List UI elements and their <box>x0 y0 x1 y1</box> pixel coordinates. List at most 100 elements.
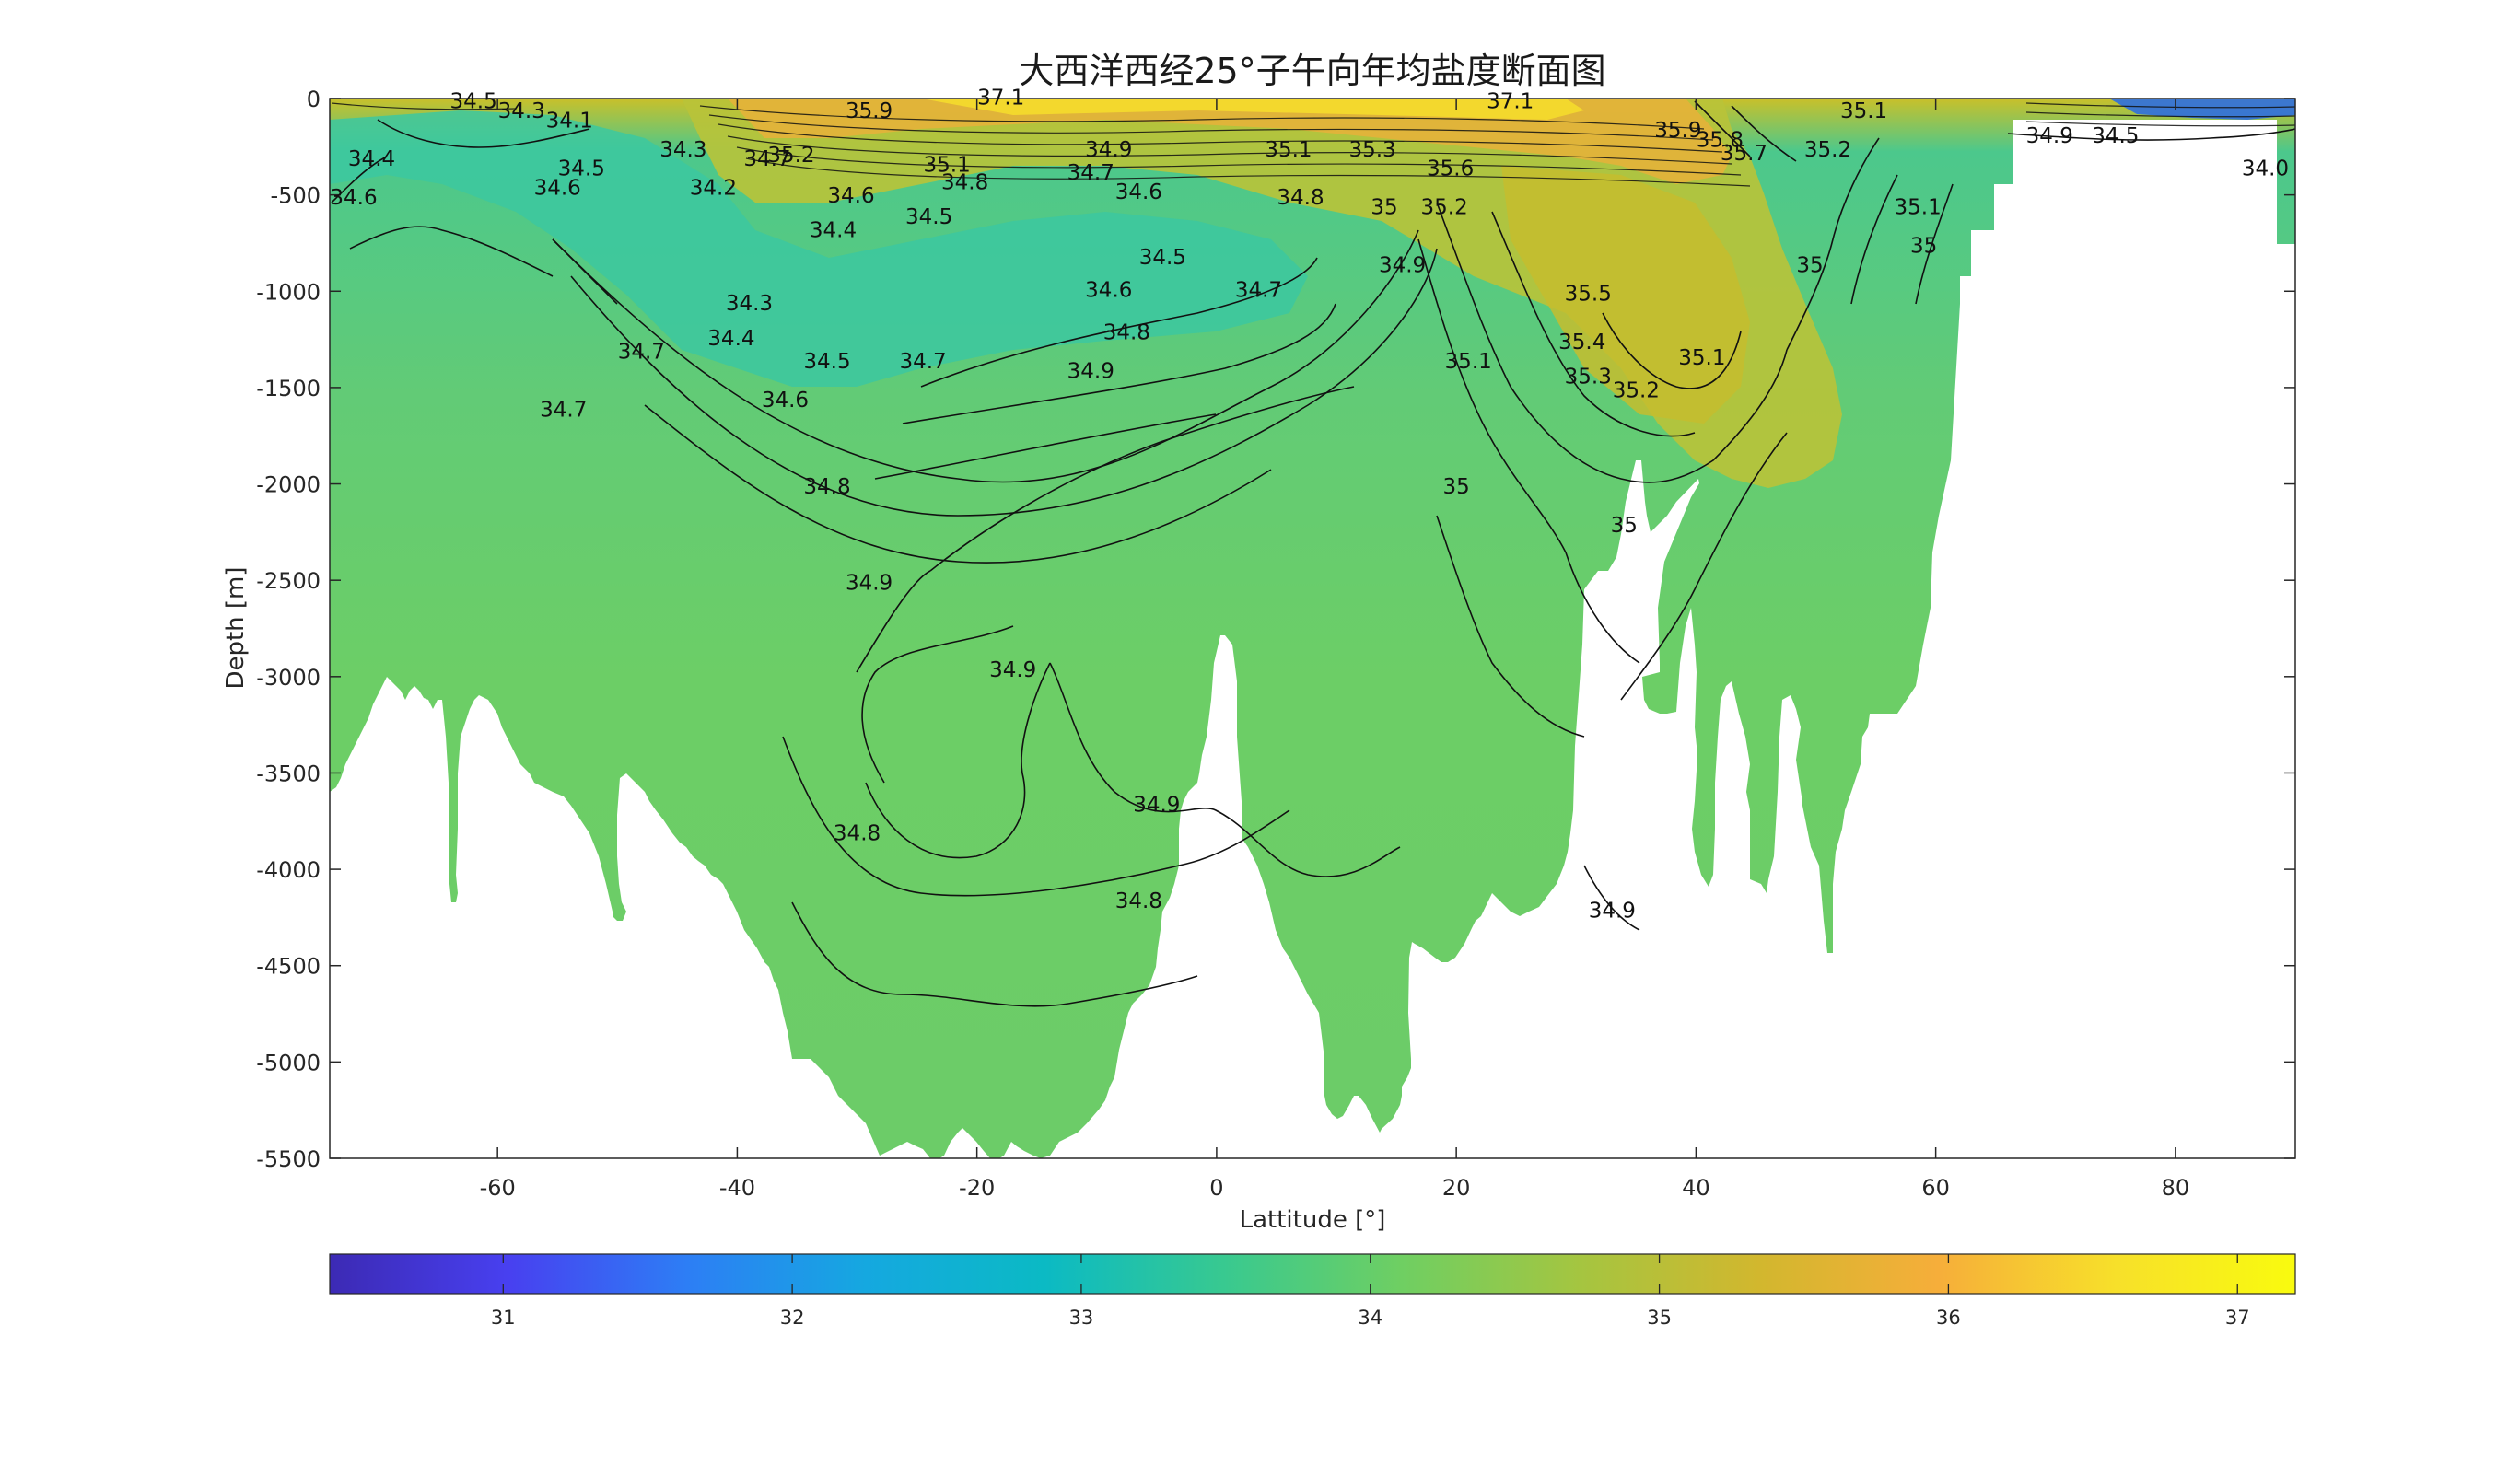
y-axis-ticks: 0 -500 -1000 -1500 -2000 -2500 -3000 -3500 -4000… <box>256 87 2295 1172</box>
contour-label: 34.9 <box>989 658 1036 682</box>
contour-label: 35.3 <box>1565 366 1612 389</box>
contour-label: 34.5 <box>803 350 850 374</box>
contour-label: 34.3 <box>726 292 773 316</box>
contour-label: 34.4 <box>348 147 395 171</box>
contour-label: 34.9 <box>2026 124 2073 148</box>
contour-label: 37.1 <box>977 86 1024 110</box>
contour-label: 37.1 <box>1487 89 1534 113</box>
contour-label: 34.1 <box>546 109 593 133</box>
colorbar-tick-label: 35 <box>1647 1307 1672 1329</box>
contour-lines <box>331 100 2295 1007</box>
contour-label: 35.4 <box>1558 331 1605 354</box>
contour-label: 35.1 <box>924 154 971 178</box>
contour-label: 34.7 <box>1235 279 1282 303</box>
contour-label: 35.9 <box>846 99 892 123</box>
contour-label: 34.9 <box>1133 793 1180 817</box>
contour-label: 35 <box>1443 475 1470 499</box>
deep-high-salinity-north <box>1501 166 1750 424</box>
y-axis-title: Depth [m] <box>222 566 250 689</box>
contour-label: 35.8 <box>1697 128 1744 152</box>
contour-label: 34.8 <box>941 170 988 194</box>
y-tick-label: -5000 <box>256 1050 321 1075</box>
low-salinity-tongue <box>330 110 1308 387</box>
contour-label: 34.8 <box>834 822 881 846</box>
colorbar-tick-label: 34 <box>1358 1307 1382 1329</box>
contour-label: 34.3 <box>659 138 706 162</box>
fresh-arctic-surface <box>2109 99 2295 120</box>
colorbar-tick-label: 36 <box>1936 1307 1961 1329</box>
contour-label: 34.9 <box>1085 138 1132 162</box>
contour-label: 34.5 <box>450 89 497 113</box>
contour-label: 35.2 <box>1421 196 1468 220</box>
x-tick-label: 20 <box>1442 1175 1471 1201</box>
contour-label: 34.5 <box>2092 124 2139 148</box>
axes-box <box>329 98 2296 1159</box>
contour-label: 34.8 <box>1103 321 1150 345</box>
colorbar-tick-label: 32 <box>780 1307 805 1329</box>
contour-label: 34.6 <box>827 184 874 208</box>
contour-label: 35.9 <box>1654 119 1701 143</box>
contour-label: 35.1 <box>1895 196 1942 220</box>
plot-area <box>330 99 2295 1158</box>
contour-label: 35.2 <box>1804 138 1851 162</box>
chart-title: 大西洋西经25°子午向年均盐度断面图 <box>1019 51 1605 91</box>
contour-label: 34.9 <box>1589 899 1636 923</box>
x-axis-ticks: -60 -40 -20 0 20 40 60 80 <box>480 99 2190 1201</box>
y-tick-label: -2500 <box>256 568 321 594</box>
contour-label: 34.5 <box>905 205 952 229</box>
contour-label: 34.6 <box>330 186 377 210</box>
contour-label: 34.8 <box>803 475 850 499</box>
y-tick-label: -3000 <box>256 665 321 691</box>
x-axis-title: Lattitude [°] <box>1240 1206 1386 1234</box>
y-tick-label: -2000 <box>256 472 321 498</box>
x-tick-label: 80 <box>2162 1175 2190 1201</box>
contour-label: 35 <box>1371 196 1397 220</box>
contour-label: 34.8 <box>1277 186 1324 210</box>
x-tick-label: -20 <box>959 1175 995 1201</box>
x-tick-label: -40 <box>719 1175 755 1201</box>
contour-label: 35.1 <box>1840 99 1887 123</box>
contour-label: 34.0 <box>2242 157 2289 181</box>
contour-label: 35.7 <box>1721 142 1768 166</box>
y-tick-label: -4000 <box>256 857 321 883</box>
y-tick-label: -4500 <box>256 954 321 980</box>
contour-label: 35.6 <box>1427 157 1474 181</box>
contour-label: 34.7 <box>618 341 665 365</box>
y-tick-label: -3500 <box>256 761 321 786</box>
contour-label: 35.3 <box>1348 138 1395 162</box>
x-tick-label: 60 <box>1921 1175 1950 1201</box>
colorbar-tick-label: 33 <box>1069 1307 1094 1329</box>
x-tick-label: 0 <box>1209 1175 1223 1201</box>
colorbar-tick-label: 37 <box>2225 1307 2250 1329</box>
y-tick-label: 0 <box>307 87 321 112</box>
contour-label: 35.1 <box>1265 138 1312 162</box>
contour-label: 35 <box>1611 514 1638 538</box>
surface-yellow-core <box>921 99 1584 120</box>
colorbar <box>329 1253 2296 1295</box>
contour-label: 34.7 <box>540 398 587 422</box>
contour-label: 34.7 <box>1068 161 1114 185</box>
contour-label: 34.4 <box>810 219 857 243</box>
surface-contour-band <box>331 102 2295 187</box>
contour-label: 34.6 <box>1115 180 1162 204</box>
contour-label: 34.9 <box>846 572 892 596</box>
contour-label: 35.2 <box>1613 378 1660 402</box>
y-tick-label: -1500 <box>256 376 321 401</box>
x-tick-label: 40 <box>1682 1175 1710 1201</box>
contour-label: 35.1 <box>1678 346 1725 370</box>
contour-label: 34.6 <box>534 177 581 201</box>
contour-label: 34.7 <box>899 350 946 374</box>
contour-label: 35.5 <box>1565 283 1612 307</box>
colorbar-ticks: 31 32 33 34 35 36 37 <box>491 1254 2250 1329</box>
contour-label: 35 <box>1910 234 1937 258</box>
x-tick-label: -60 <box>480 1175 516 1201</box>
contour-label: 34.6 <box>1085 279 1132 303</box>
y-tick-label: -1000 <box>256 279 321 305</box>
contour-label: 34.5 <box>1139 246 1186 270</box>
contour-label: 34.8 <box>1115 889 1162 913</box>
contour-label: 35.2 <box>767 144 814 168</box>
contour-label: 35.1 <box>1445 350 1492 374</box>
contour-label: 34.9 <box>1379 253 1426 277</box>
contour-label: 34.9 <box>1068 359 1114 383</box>
